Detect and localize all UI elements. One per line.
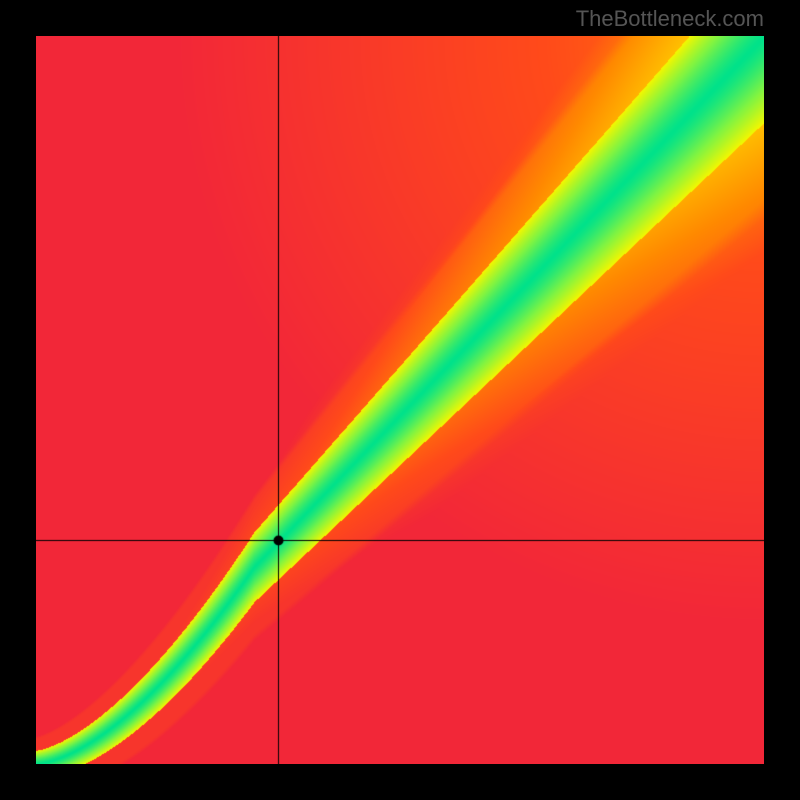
watermark-text: TheBottleneck.com <box>576 6 764 32</box>
bottleneck-heatmap <box>36 36 764 764</box>
chart-container: TheBottleneck.com <box>0 0 800 800</box>
